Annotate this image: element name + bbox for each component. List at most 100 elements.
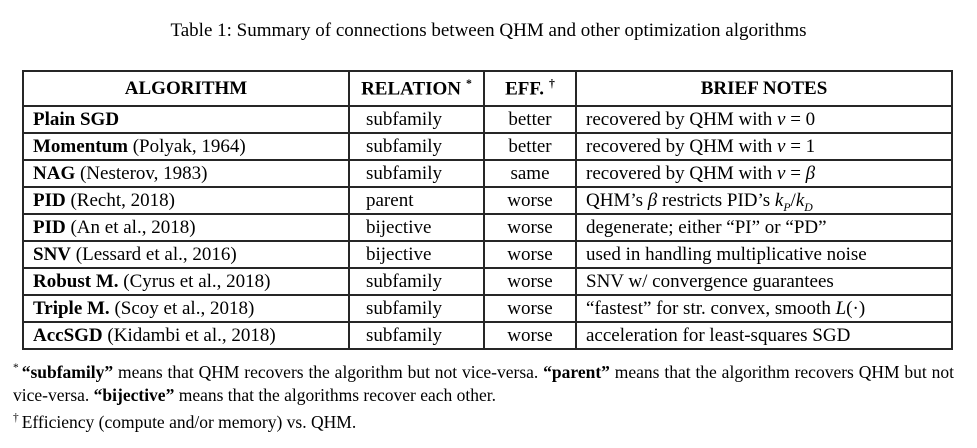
text-segment: L — [835, 297, 847, 319]
text-segment: “subfamily” — [21, 361, 114, 382]
header-row: ALGORITHM RELATION * EFF. † BRIEF NOTES — [22, 70, 953, 107]
column-header-algorithm: ALGORITHM — [22, 70, 350, 107]
document-page: Table 1: Summary of connections between … — [0, 19, 977, 448]
text-segment: (An et al., 2018) — [65, 216, 196, 238]
relation-cell: subfamily — [348, 105, 485, 134]
notes-cell: QHM’s β restricts PID’s kP/kD — [575, 186, 953, 215]
text-segment: parent — [366, 189, 414, 211]
text-segment: (Cyrus et al., 2018) — [118, 270, 271, 292]
algorithm-cell: NAG (Nesterov, 1983) — [22, 159, 350, 188]
algorithm-cell: Plain SGD — [22, 105, 350, 134]
text-segment: subfamily — [366, 162, 442, 184]
eff-cell: worse — [483, 294, 577, 323]
text-segment: (Nesterov, 1983) — [75, 162, 208, 184]
text-segment: subfamily — [366, 135, 442, 157]
relation-cell: bijective — [348, 240, 485, 269]
algorithm-cell: PID (An et al., 2018) — [22, 213, 350, 242]
text-segment: recovered by QHM with — [586, 108, 778, 130]
algorithm-cell: AccSGD (Kidambi et al., 2018) — [22, 321, 350, 350]
table-row: Momentum (Polyak, 1964) subfamily better re… — [22, 132, 953, 161]
text-segment: worse — [507, 297, 553, 319]
text-segment: (·) — [846, 297, 866, 319]
text-segment: “fastest” for str. convex, smooth — [586, 297, 836, 319]
algorithm-cell: PID (Recht, 2018) — [22, 186, 350, 215]
algorithm-cell: Triple M. (Scoy et al., 2018) — [22, 294, 350, 323]
text-segment: recovered by QHM with — [586, 162, 778, 184]
footnotes: * “subfamily” means that QHM recovers the… — [13, 357, 954, 434]
text-segment: Efficiency (compute and/or memory) vs. Q… — [21, 411, 357, 432]
eff-cell: worse — [483, 321, 577, 350]
relation-cell: subfamily — [348, 294, 485, 323]
text-segment: Momentum — [33, 135, 128, 157]
text-segment: P — [783, 200, 791, 214]
text-segment: restricts PID’s — [657, 189, 775, 211]
relation-cell: bijective — [348, 213, 485, 242]
eff-cell: same — [483, 159, 577, 188]
text-segment: NAG — [33, 162, 76, 184]
text-segment: subfamily — [366, 108, 442, 130]
table-row: Robust M. (Cyrus et al., 2018) subfamily w… — [22, 267, 953, 296]
text-segment: k — [774, 189, 784, 211]
text-segment: = — [785, 162, 806, 184]
notes-cell: used in handling multiplicative noise — [575, 240, 953, 269]
text-segment: subfamily — [366, 324, 442, 346]
eff-cell: better — [483, 132, 577, 161]
text-segment: worse — [507, 216, 553, 238]
text-segment: degenerate; either “PI” or “PD” — [586, 216, 827, 238]
relation-cell: subfamily — [348, 132, 485, 161]
text-segment: (Kidambi et al., 2018) — [102, 324, 276, 346]
footnote-mark: † — [549, 76, 555, 90]
text-segment: / — [790, 189, 796, 211]
text-segment: means that the algorithms recover each o… — [174, 384, 497, 405]
text-segment: means that the algorithm recovers QHM bu… — [13, 361, 954, 405]
algorithm-cell: Robust M. (Cyrus et al., 2018) — [22, 267, 350, 296]
text-segment: (Recht, 2018) — [65, 189, 175, 211]
text-segment: PID — [33, 189, 66, 211]
text-segment: Triple M. — [33, 297, 110, 319]
relation-cell: parent — [348, 186, 485, 215]
text-segment: subfamily — [366, 270, 442, 292]
text-segment: (Scoy et al., 2018) — [109, 297, 255, 319]
notes-cell: “fastest” for str. convex, smooth L(·) — [575, 294, 953, 323]
text-segment: k — [795, 189, 805, 211]
text-segment: worse — [507, 324, 553, 346]
text-segment: β — [805, 162, 816, 184]
text-segment: worse — [507, 189, 553, 211]
text-segment: = 0 — [785, 108, 816, 130]
text-segment: “parent” — [543, 361, 610, 382]
table-row: PID (Recht, 2018) parent worse QHM’s β rest… — [22, 186, 953, 215]
text-segment: β — [647, 189, 658, 211]
text-segment: “bijective” — [93, 384, 175, 405]
text-segment: D — [804, 200, 813, 214]
notes-cell: recovered by QHM with ν = β — [575, 159, 953, 188]
eff-cell: worse — [483, 267, 577, 296]
footnote: † Efficiency (compute and/or memory) vs. … — [13, 407, 954, 434]
text-segment: acceleration for least-squares SGD — [586, 324, 851, 346]
table-header: ALGORITHM RELATION * EFF. † BRIEF NOTES — [22, 70, 953, 107]
footnote-mark: * — [13, 362, 19, 374]
text-segment: = 1 — [785, 135, 816, 157]
column-header-label: ALGORITHM — [124, 77, 248, 99]
text-segment: AccSGD — [33, 324, 103, 346]
text-segment: bijective — [366, 243, 432, 265]
table-row: AccSGD (Kidambi et al., 2018) subfamily wo… — [22, 321, 953, 350]
text-segment: bijective — [366, 216, 432, 238]
notes-cell: recovered by QHM with ν = 1 — [575, 132, 953, 161]
text-segment: SNV — [33, 243, 72, 265]
algorithm-cell: SNV (Lessard et al., 2016) — [22, 240, 350, 269]
column-header-label: BRIEF NOTES — [700, 77, 828, 99]
eff-cell: worse — [483, 186, 577, 215]
text-segment: subfamily — [366, 297, 442, 319]
column-header-brief-notes: BRIEF NOTES — [575, 70, 953, 107]
text-segment: better — [508, 135, 552, 157]
column-header-eff: EFF. † — [483, 70, 577, 107]
text-segment: better — [508, 108, 552, 130]
table-row: SNV (Lessard et al., 2016) bijective worse… — [22, 240, 953, 269]
table-row: NAG (Nesterov, 1983) subfamily same recover… — [22, 159, 953, 188]
text-segment: worse — [507, 243, 553, 265]
text-segment: worse — [507, 270, 553, 292]
table-caption: Table 1: Summary of connections between … — [170, 20, 807, 41]
notes-cell: degenerate; either “PI” or “PD” — [575, 213, 953, 242]
footnote: * “subfamily” means that QHM recovers the… — [13, 357, 954, 407]
table-row: PID (An et al., 2018) bijective worse degen… — [22, 213, 953, 242]
